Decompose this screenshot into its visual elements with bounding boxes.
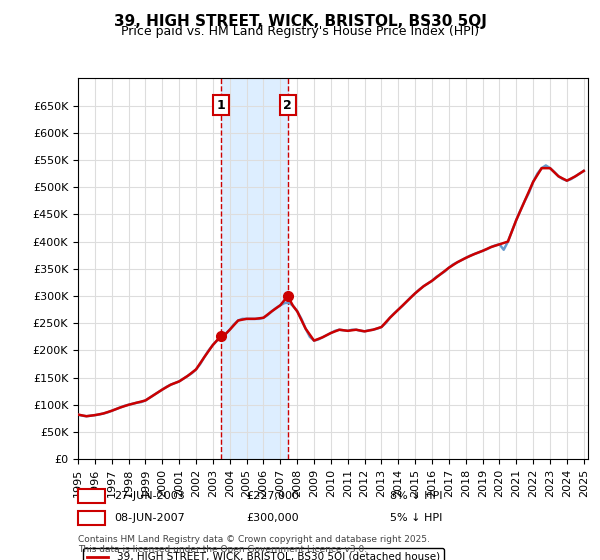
Text: 08-JUN-2007: 08-JUN-2007 (114, 514, 185, 523)
Text: 2: 2 (283, 99, 292, 111)
Text: 39, HIGH STREET, WICK, BRISTOL, BS30 5QJ: 39, HIGH STREET, WICK, BRISTOL, BS30 5QJ (113, 14, 487, 29)
Text: 27-JUN-2003: 27-JUN-2003 (114, 491, 185, 501)
Text: Price paid vs. HM Land Registry's House Price Index (HPI): Price paid vs. HM Land Registry's House … (121, 25, 479, 38)
Text: 1: 1 (217, 99, 226, 111)
Text: 8% ↓ HPI: 8% ↓ HPI (390, 491, 443, 501)
Legend: 39, HIGH STREET, WICK, BRISTOL, BS30 5QJ (detached house), HPI: Average price, d: 39, HIGH STREET, WICK, BRISTOL, BS30 5QJ… (83, 548, 444, 560)
Text: Contains HM Land Registry data © Crown copyright and database right 2025.
This d: Contains HM Land Registry data © Crown c… (78, 535, 430, 554)
Text: 5% ↓ HPI: 5% ↓ HPI (390, 514, 442, 523)
Text: 1: 1 (87, 489, 96, 502)
Text: £300,000: £300,000 (246, 514, 299, 523)
Text: 2: 2 (87, 512, 96, 525)
Text: £227,000: £227,000 (246, 491, 299, 501)
